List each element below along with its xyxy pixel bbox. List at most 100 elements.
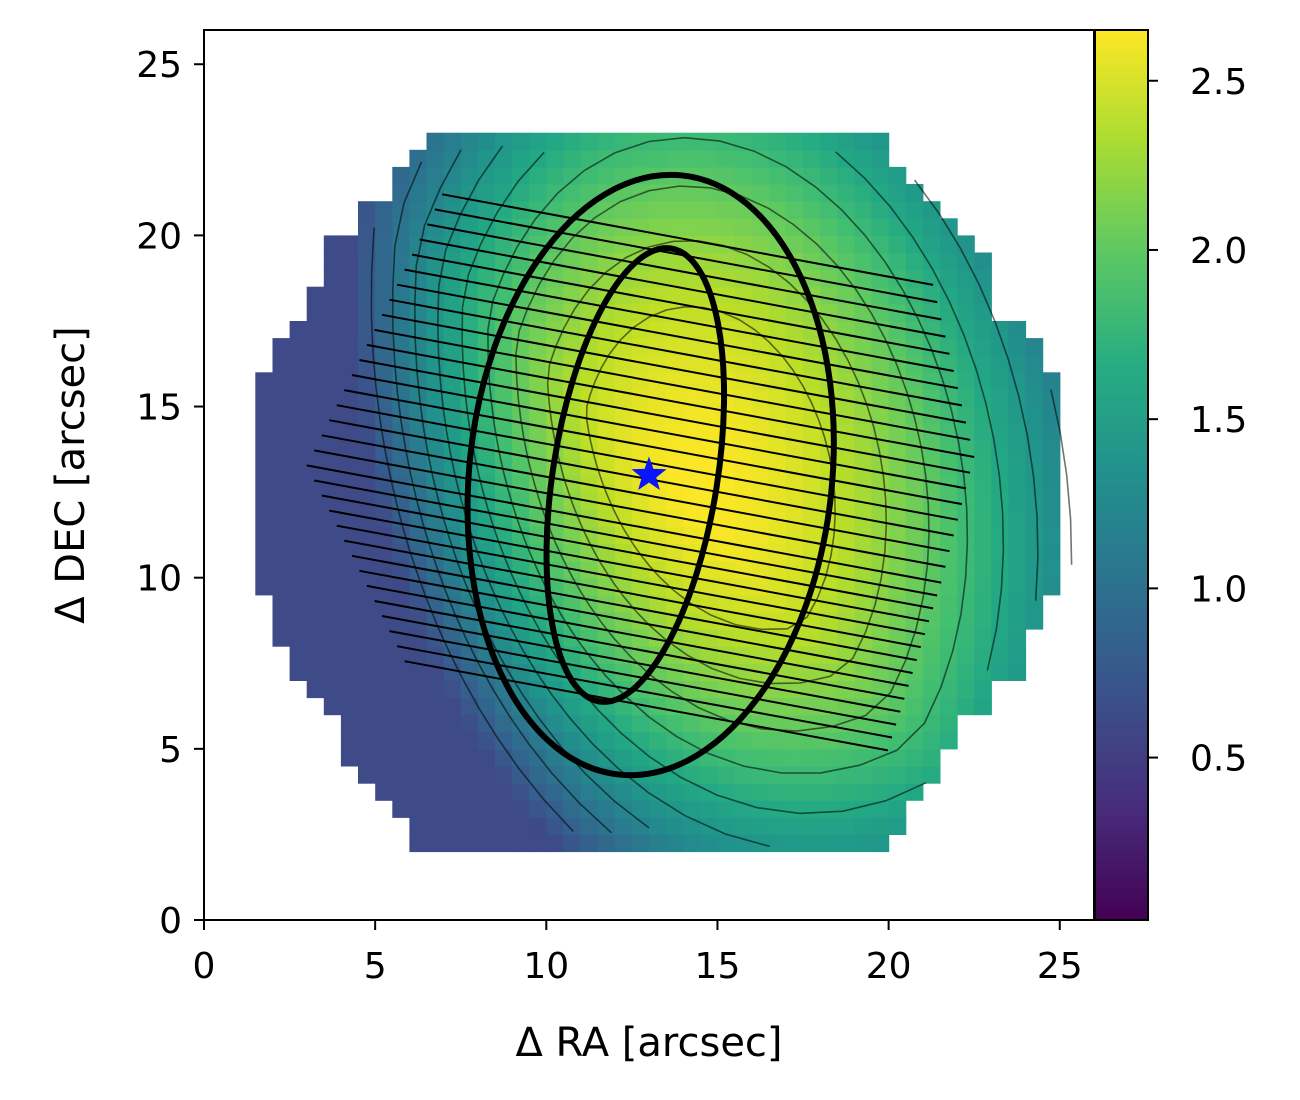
heatmap-cell	[392, 766, 410, 784]
heatmap-cell	[529, 457, 547, 476]
heatmap-cell	[751, 423, 770, 442]
heatmap-cell	[580, 629, 599, 647]
heatmap-cell	[751, 800, 770, 818]
heatmap-cell	[922, 389, 941, 408]
heatmap-cell	[409, 611, 428, 630]
heatmap-cell	[443, 440, 462, 459]
heatmap-cell	[974, 646, 992, 664]
heatmap-cell	[460, 663, 479, 681]
heatmap-cell	[631, 611, 650, 630]
heatmap-cell	[717, 526, 736, 544]
heatmap-cell	[871, 560, 890, 579]
heatmap-cell	[1025, 526, 1044, 544]
heatmap-cell	[375, 697, 393, 716]
heatmap-cell	[272, 577, 291, 596]
slit-line	[359, 569, 913, 674]
heatmap-cell	[751, 184, 770, 202]
heatmap-cell	[1025, 560, 1044, 579]
heatmap-cell	[905, 766, 924, 784]
heatmap-cell	[837, 543, 855, 562]
heatmap-cell	[631, 783, 650, 801]
heatmap-cell	[323, 646, 342, 664]
heatmap-cell	[460, 303, 479, 322]
heatmap-cell	[546, 697, 564, 716]
heatmap-cell	[426, 577, 445, 596]
heatmap-cell	[392, 286, 410, 305]
heatmap-cell	[392, 389, 410, 408]
heatmap-cell	[666, 132, 684, 151]
heatmap-cell	[683, 834, 701, 853]
heatmap-cell	[460, 714, 479, 733]
y-axis: 0 5 10 15 20 25	[136, 45, 204, 942]
heatmap-cell	[974, 457, 992, 476]
heatmap-cell	[768, 338, 787, 356]
heatmap-cell	[1025, 389, 1044, 408]
heatmap-cell	[700, 800, 718, 818]
heatmap-cell	[649, 440, 667, 459]
heatmap-cell	[974, 526, 992, 544]
heatmap-cell	[495, 423, 513, 442]
heatmap-cell	[649, 355, 667, 373]
heatmap-cell	[255, 526, 273, 544]
heatmap-cell	[529, 321, 547, 339]
heatmap-cell	[323, 611, 342, 630]
heatmap-cell	[837, 748, 855, 767]
heatmap-cell	[375, 783, 393, 801]
heatmap-cell	[512, 543, 530, 562]
heatmap-cell	[888, 783, 907, 801]
heatmap-cell	[375, 663, 393, 681]
heatmap-cell	[974, 372, 992, 390]
slit-line	[374, 600, 905, 700]
heatmap-cell	[785, 783, 804, 801]
heatmap-cell	[512, 149, 530, 168]
heatmap-cell	[306, 338, 325, 356]
heatmap-cell	[734, 783, 753, 801]
heatmap-cell	[854, 475, 873, 493]
heatmap-cell	[477, 201, 496, 219]
heatmap-cell	[289, 509, 308, 527]
heatmap-cell	[1008, 423, 1027, 442]
heatmap-cell	[837, 817, 855, 835]
heatmap-cell	[888, 218, 907, 236]
heatmap-cell	[871, 714, 890, 733]
heatmap-cell	[785, 235, 804, 254]
heatmap-cell	[666, 406, 684, 425]
heatmap-cell	[734, 149, 753, 168]
heatmap-cell	[837, 800, 855, 818]
heatmap-cell	[940, 680, 958, 699]
slit-line	[336, 524, 926, 636]
heatmap-cell	[306, 423, 325, 442]
heatmap-cell	[1008, 560, 1027, 579]
heatmap-cell	[495, 166, 513, 185]
heatmap-cell	[563, 611, 582, 630]
heatmap-cell	[477, 166, 496, 185]
heatmap-cell	[854, 235, 873, 254]
heatmap-cell	[837, 132, 855, 151]
heatmap-cell	[922, 492, 941, 510]
heatmap-cell	[854, 184, 873, 202]
heatmap-cell	[751, 817, 770, 835]
heatmap-cell	[1025, 423, 1044, 442]
colorbar-ticks: 0.5 1.0 1.5 2.0 2.5	[1148, 62, 1247, 780]
heatmap-cell	[529, 355, 547, 373]
heatmap-cell	[426, 629, 445, 647]
heatmap-cell	[460, 166, 479, 185]
heatmap-cell	[888, 184, 907, 202]
heatmap-cell	[837, 235, 855, 254]
heatmap-cell	[443, 680, 462, 699]
heatmap-cell	[837, 372, 855, 390]
heatmap-cell	[1008, 663, 1027, 681]
heatmap-cell	[734, 321, 753, 339]
slit-line	[396, 645, 893, 739]
heatmap-cell	[717, 149, 736, 168]
heatmap-cell	[375, 252, 393, 271]
heatmap-cell	[563, 252, 582, 271]
heatmap-cell	[495, 577, 513, 596]
heatmap-cell	[631, 817, 650, 835]
heatmap-cell	[289, 543, 308, 562]
heatmap-cell	[358, 457, 376, 476]
colorbar-tick-label: 1.0	[1190, 569, 1247, 610]
heatmap-cell	[768, 166, 787, 185]
heatmap-cell	[820, 834, 838, 853]
heatmap-cell	[443, 783, 462, 801]
